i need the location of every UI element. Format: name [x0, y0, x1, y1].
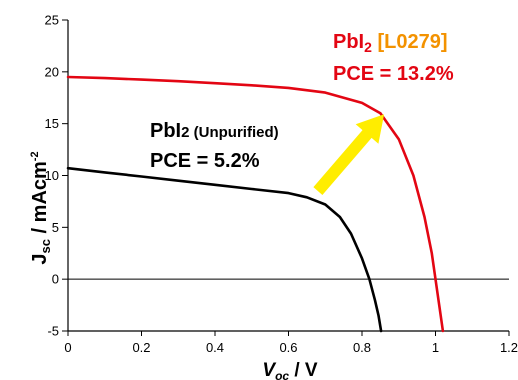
x-axis-title: Voc / V: [262, 360, 318, 380]
x-tick-label: 1: [432, 340, 439, 355]
series-line-unpurified: [66, 166, 383, 333]
y-tick-label: -5: [47, 324, 59, 339]
x-tick-label: 1.2: [500, 340, 518, 355]
series-group: [66, 75, 445, 333]
y-tick-label: 20: [45, 64, 59, 79]
y-tick-label: 0: [52, 272, 59, 287]
x-tick-label: 0: [64, 340, 71, 355]
improvement-arrow: [313, 114, 385, 195]
x-tick-label: 0.6: [279, 340, 297, 355]
axes: -5 0 5 10 15 20 25 0 0.2 0.4 0.6 0.8 1 1.2: [45, 13, 518, 356]
y-tick-label: 15: [45, 116, 59, 131]
y-tick-label: 25: [45, 13, 59, 28]
annotation-red-pce: PCE = 13.2%: [333, 63, 454, 85]
x-tick-label: 0.4: [206, 340, 224, 355]
x-tick-label: 0.2: [132, 340, 150, 355]
x-tick-label: 0.8: [353, 340, 371, 355]
y-tick-label: 5: [52, 220, 59, 235]
y-axis-title: Jsc / mAcm-2: [29, 151, 53, 264]
annotation-black-name: PbI2 (Unpurified): [150, 120, 279, 142]
series-line-purified: [66, 75, 445, 333]
y-tick-label: 10: [45, 168, 59, 183]
annotation-red-name: PbI2 [L0279]: [333, 31, 448, 55]
annotation-black-pce: PCE = 5.2%: [150, 150, 260, 172]
